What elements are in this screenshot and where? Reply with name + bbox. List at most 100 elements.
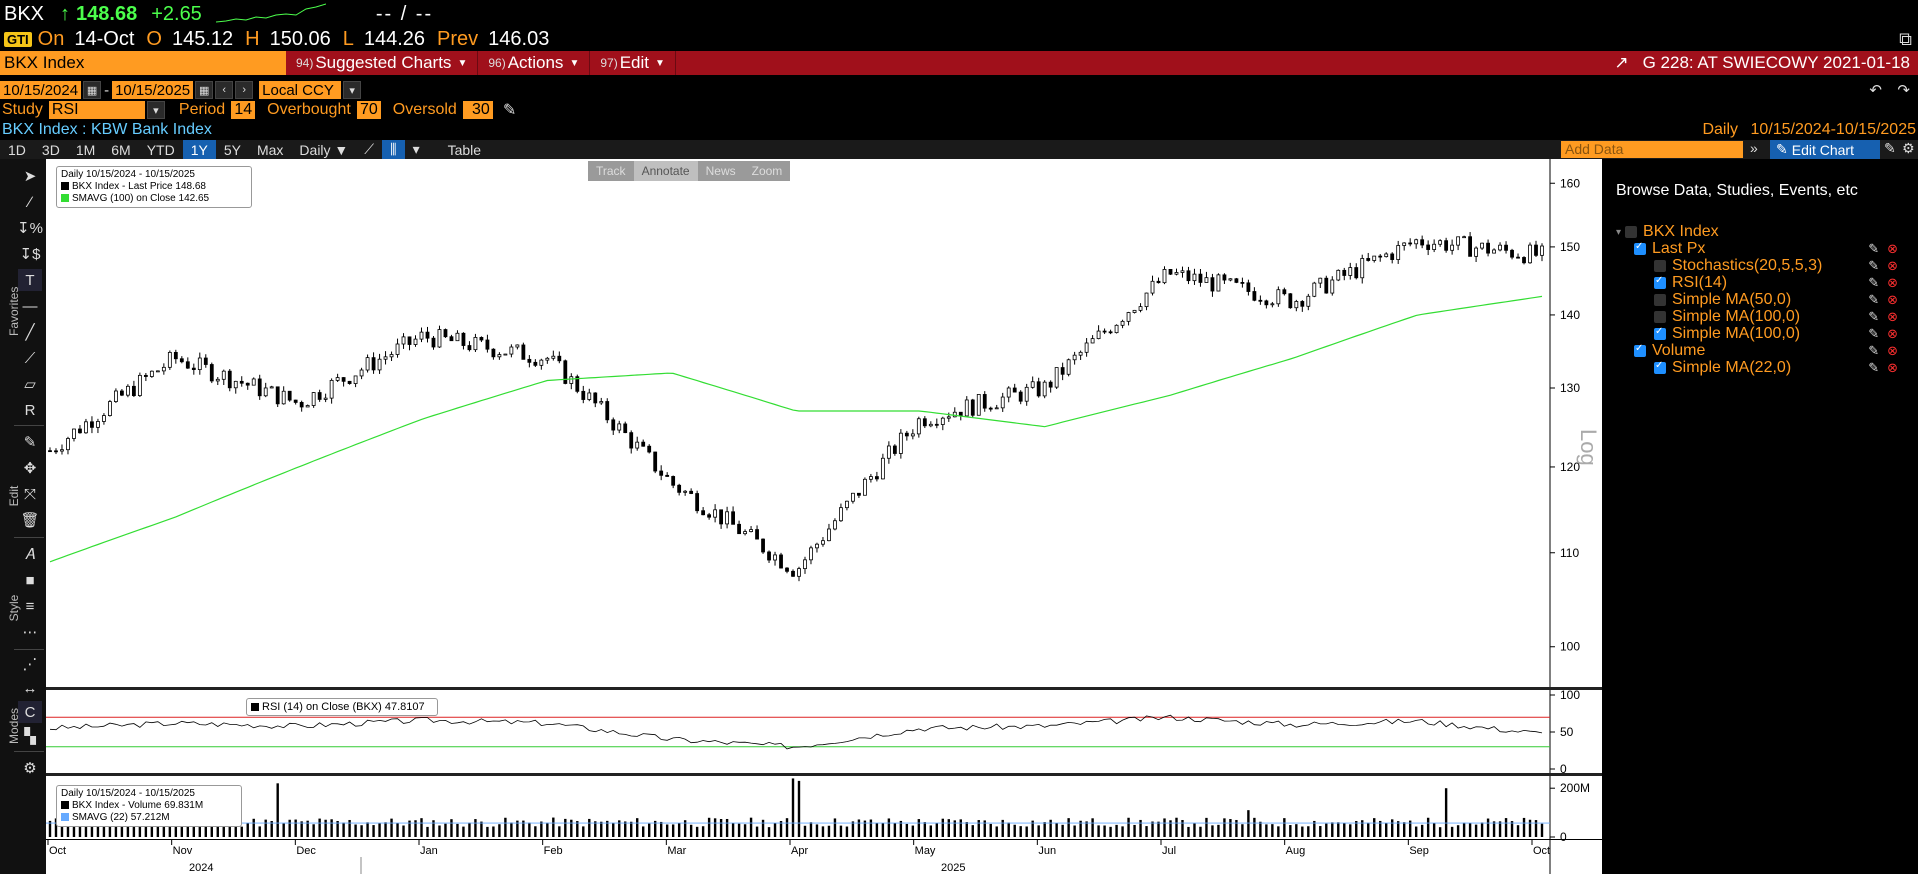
- start-date-input[interactable]: 10/15/2024: [0, 81, 82, 99]
- edit-chart-button[interactable]: ✎ Edit Chart: [1770, 140, 1880, 159]
- redo-icon[interactable]: ↷: [1897, 82, 1910, 99]
- percent-tool-icon[interactable]: ↧%: [17, 220, 43, 237]
- magnet-icon[interactable]: C: [18, 701, 42, 723]
- pencil-icon[interactable]: ✎: [1868, 326, 1880, 341]
- calendar-icon[interactable]: ▦: [195, 81, 214, 99]
- study-item[interactable]: Simple MA(50,0): [1654, 290, 1862, 310]
- color-box-icon[interactable]: ■: [25, 571, 35, 589]
- chart-svg[interactable]: 160 150 140 130 120 110 100 Log 100 50 0 200M 0 Oct No…: [46, 159, 1602, 874]
- range-ytd[interactable]: YTD: [146, 141, 175, 158]
- study-item[interactable]: Simple MA(100,0): [1654, 307, 1862, 327]
- range-5y[interactable]: 5Y: [223, 141, 241, 158]
- select-move-icon[interactable]: ⤧: [23, 485, 36, 503]
- chevron-down-icon[interactable]: ▾: [146, 101, 165, 119]
- ray-line-icon[interactable]: ⟋: [24, 349, 36, 367]
- period-input[interactable]: 14: [231, 101, 256, 119]
- line-weight-icon[interactable]: ≡: [25, 597, 35, 615]
- line-chart-icon[interactable]: ⟋: [364, 141, 375, 157]
- remove-icon[interactable]: ⊗: [1887, 241, 1898, 256]
- security-field[interactable]: BKX Index: [0, 51, 286, 75]
- range-1m[interactable]: 1M: [75, 141, 96, 158]
- checkbox[interactable]: [1654, 275, 1666, 289]
- pencil-icon[interactable]: ✎: [502, 102, 517, 119]
- checkbox[interactable]: [1654, 260, 1666, 272]
- chevron-down-icon[interactable]: ▾: [343, 81, 362, 99]
- chevron-down-icon[interactable]: ▾: [412, 141, 420, 157]
- end-date-input[interactable]: 10/15/2025: [112, 81, 194, 99]
- expand-icon[interactable]: ⧉: [1899, 28, 1912, 49]
- study-item[interactable]: Stochastics(20,5,5,3): [1654, 256, 1862, 276]
- undo-icon[interactable]: ↶: [1869, 82, 1882, 99]
- study-item[interactable]: RSI(14): [1654, 273, 1862, 293]
- add-data-input[interactable]: Add Data: [1561, 141, 1743, 158]
- trend-line-icon[interactable]: ╱: [25, 324, 35, 341]
- line-style-icon[interactable]: ⋯: [22, 624, 38, 641]
- remove-icon[interactable]: ⊗: [1887, 275, 1898, 290]
- track-button[interactable]: Track: [596, 164, 626, 178]
- pencil-icon[interactable]: ✎: [1868, 343, 1880, 358]
- channel-icon[interactable]: ▱: [24, 376, 36, 393]
- pencil-icon[interactable]: ✎: [1868, 275, 1880, 290]
- tree-root[interactable]: ▾ BKX Index: [1616, 223, 1719, 240]
- annotate-button[interactable]: Annotate: [633, 161, 698, 181]
- checkbox[interactable]: [1654, 360, 1666, 374]
- study-select[interactable]: RSI: [48, 101, 145, 119]
- dollar-tool-icon[interactable]: ↧$: [19, 246, 41, 263]
- ruler-icon[interactable]: ↔: [22, 679, 38, 697]
- remove-icon[interactable]: ⊗: [1887, 326, 1898, 341]
- checkbox[interactable]: [1654, 311, 1666, 323]
- study-item[interactable]: Last Px: [1634, 239, 1862, 259]
- table-button[interactable]: Table: [447, 141, 482, 158]
- line-draw-icon[interactable]: ∕: [28, 193, 32, 211]
- rsi-legend[interactable]: RSI (14) on Close (BKX) 47.8107: [246, 698, 438, 716]
- remove-icon[interactable]: ⊗: [1887, 360, 1898, 375]
- dotted-line-icon[interactable]: ⋰: [22, 656, 38, 673]
- currency-select[interactable]: Local CCY: [259, 81, 342, 99]
- move-icon[interactable]: ✥: [23, 460, 37, 477]
- chart-area[interactable]: 160 150 140 130 120 110 100 Log 100 50 0 200M 0 Oct No…: [46, 159, 1602, 874]
- menu-suggested-charts[interactable]: 94) Suggested Charts ▼: [286, 51, 479, 75]
- overbought-input[interactable]: 70: [356, 101, 381, 119]
- font-icon[interactable]: 𝐴: [25, 545, 35, 563]
- frequency-select[interactable]: Daily ▼: [299, 141, 349, 158]
- horizontal-line-icon[interactable]: —: [22, 297, 38, 315]
- volume-legend[interactable]: Daily 10/15/2024 - 10/15/2025 BKX Index …: [56, 785, 242, 827]
- study-item[interactable]: Simple MA(100,0): [1654, 324, 1862, 344]
- edit-icon[interactable]: ✎: [1884, 140, 1896, 156]
- menu-edit[interactable]: 97) Edit ▼: [590, 51, 676, 75]
- double-chevron-icon[interactable]: »: [1750, 140, 1758, 156]
- menu-actions[interactable]: 96) Actions ▼: [478, 51, 591, 75]
- checkbox[interactable]: [1634, 241, 1646, 255]
- pencil-icon[interactable]: ✎: [1868, 360, 1880, 375]
- pencil-icon[interactable]: ✎: [1868, 241, 1880, 256]
- text-tool-icon[interactable]: T: [18, 269, 42, 291]
- remove-icon[interactable]: ⊗: [1887, 343, 1898, 358]
- remove-icon[interactable]: ⊗: [1887, 309, 1898, 324]
- cursor-icon[interactable]: ➤: [23, 168, 37, 185]
- pencil-icon[interactable]: ✎: [1868, 292, 1880, 307]
- trash-icon[interactable]: 🗑: [20, 512, 40, 529]
- range-1y[interactable]: 1Y: [182, 140, 216, 159]
- checkbox[interactable]: [1654, 294, 1666, 306]
- study-item[interactable]: Simple MA(22,0): [1654, 358, 1862, 378]
- gti-badge-icon[interactable]: GTI: [4, 31, 32, 47]
- pencil-icon[interactable]: ✎: [1868, 309, 1880, 324]
- range-3d[interactable]: 3D: [41, 141, 60, 158]
- study-item[interactable]: Volume: [1634, 341, 1862, 361]
- calendar-icon[interactable]: ▦: [83, 81, 102, 99]
- next-period-button[interactable]: ›: [235, 81, 254, 99]
- palette-icon[interactable]: ▚: [24, 728, 36, 745]
- oversold-input[interactable]: 30: [462, 101, 493, 119]
- range-max[interactable]: Max: [256, 141, 284, 158]
- remove-icon[interactable]: ⊗: [1887, 258, 1898, 273]
- price-legend[interactable]: Daily 10/15/2024 - 10/15/2025 BKX Index …: [56, 166, 252, 208]
- remove-icon[interactable]: ⊗: [1887, 292, 1898, 307]
- pencil-icon[interactable]: ✎: [1868, 258, 1880, 273]
- news-button[interactable]: News: [705, 164, 736, 178]
- prev-period-button[interactable]: ‹: [215, 81, 234, 99]
- checkbox[interactable]: [1634, 343, 1646, 357]
- range-6m[interactable]: 6M: [111, 141, 131, 158]
- retracement-icon[interactable]: R: [24, 401, 36, 419]
- gear-icon[interactable]: ⚙: [23, 760, 37, 777]
- pencil-icon[interactable]: ✎: [23, 434, 37, 451]
